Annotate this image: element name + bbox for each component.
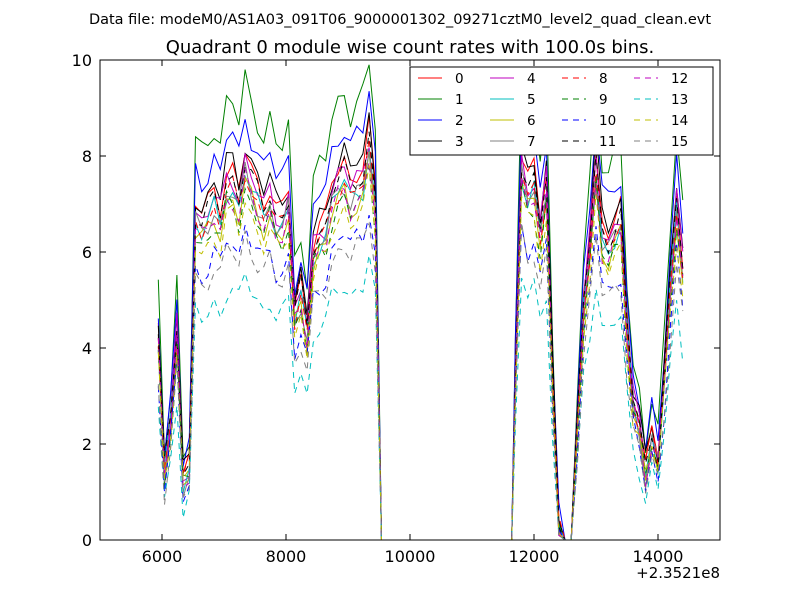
legend-label-0: 0 [455, 71, 464, 87]
legend-label-9: 9 [599, 92, 608, 108]
legend-label-13: 13 [671, 92, 688, 108]
legend-label-1: 1 [455, 92, 464, 108]
series-lines [157, 64, 684, 541]
series-line-6 [157, 151, 684, 541]
legend-box [409, 66, 714, 156]
chart-title: Quadrant 0 module wise count rates with … [166, 37, 655, 58]
series-line-13 [157, 255, 684, 541]
series-line-5 [157, 150, 684, 541]
legend-label-2: 2 [455, 113, 464, 129]
legend-label-14: 14 [671, 113, 688, 129]
series-line-10 [157, 214, 684, 541]
legend-label-6: 6 [527, 113, 536, 129]
x-tick-label: 8000 [266, 547, 307, 566]
series-line-14 [157, 165, 684, 541]
legend-label-8: 8 [599, 71, 608, 87]
y-tick-label: 4 [82, 339, 92, 358]
series-line-11 [157, 131, 684, 541]
y-tick-label: 8 [82, 147, 92, 166]
series-line-7 [157, 152, 684, 541]
chart-suptitle: Data file: modeM0/AS1A03_091T06_90000013… [89, 12, 711, 28]
series-line-9 [157, 166, 684, 541]
legend-label-11: 11 [599, 134, 616, 150]
legend-label-7: 7 [527, 134, 536, 150]
y-tick-label: 10 [72, 51, 92, 70]
legend-label-5: 5 [527, 92, 536, 108]
series-line-15 [157, 221, 684, 541]
y-tick-label: 2 [82, 435, 92, 454]
y-tick-label: 0 [82, 531, 92, 550]
y-tick-label: 6 [82, 243, 92, 262]
legend-label-10: 10 [599, 113, 616, 129]
legend-label-4: 4 [527, 71, 536, 87]
series-line-8 [157, 138, 684, 541]
x-tick-label: 14000 [633, 547, 684, 566]
x-tick-label: 10000 [385, 547, 436, 566]
x-offset-label: +2.3521e8 [636, 564, 720, 582]
x-tick-label: 6000 [142, 547, 183, 566]
series-line-2 [157, 91, 684, 541]
x-tick-label: 12000 [509, 547, 560, 566]
legend-label-12: 12 [671, 71, 688, 87]
series-line-3 [157, 112, 684, 541]
legend-label-15: 15 [671, 134, 688, 150]
series-line-4 [157, 147, 684, 541]
legend-label-3: 3 [455, 134, 464, 150]
